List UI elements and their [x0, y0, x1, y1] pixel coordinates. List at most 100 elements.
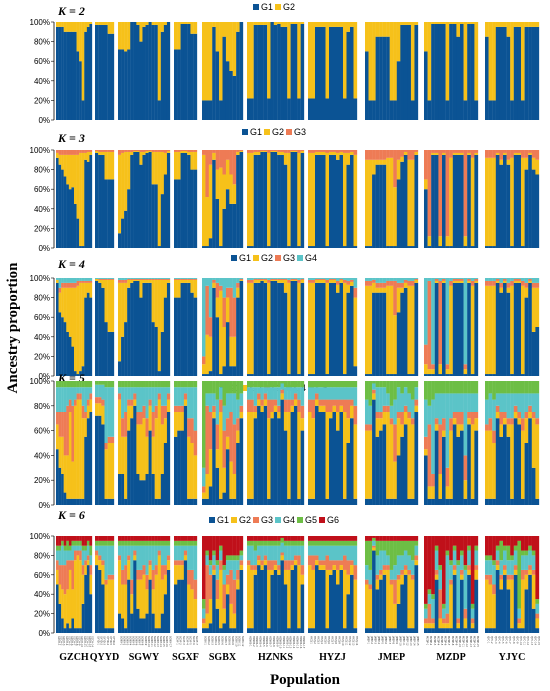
bar-segment-g1 [290, 569, 295, 633]
bar-segment-g2 [382, 22, 387, 37]
bar-segment-g1 [61, 26, 64, 120]
bar-segment-g1 [365, 51, 369, 120]
bar-segment-g4 [121, 387, 125, 419]
bar-segment-g2 [157, 22, 161, 101]
bar-segment-g4 [130, 387, 134, 400]
bar-segment-g2 [86, 560, 90, 566]
bar-segment-g5 [142, 381, 146, 388]
legend-label-g1: G1 [239, 253, 251, 263]
bar-segment-g2 [212, 282, 216, 288]
population-label: YJYC [499, 652, 526, 663]
bar-segment-g5 [74, 381, 77, 388]
bar-segment-g6 [56, 536, 59, 546]
bar-segment-g4 [202, 467, 206, 487]
bar-segment-g5 [56, 545, 59, 551]
bar-segment-g1 [463, 246, 468, 248]
bar-segment-g2 [247, 282, 251, 375]
bar-segment-g1 [322, 412, 326, 505]
bar-segment-g2 [290, 565, 295, 570]
bar-segment-g2 [68, 412, 72, 499]
bar-segment-g4 [260, 387, 264, 400]
bar-segment-g3 [499, 412, 504, 425]
bar-segment-g2 [225, 159, 230, 190]
sample-label: HYZJ-14 [355, 636, 358, 646]
bar-segment-g1 [222, 492, 227, 505]
bar-segment-g5 [389, 381, 394, 406]
bar-segment-g2 [225, 22, 230, 62]
bar-segment-g3 [154, 565, 158, 575]
sample-label: MZDP-11 [462, 636, 465, 647]
bar-segment-g2 [293, 150, 298, 152]
bar-segment-g3 [379, 282, 383, 288]
bar-segment-g1 [290, 280, 295, 376]
bar-segment-g1 [297, 628, 301, 633]
bar-segment-g2 [499, 287, 504, 293]
bar-segment-g1 [142, 154, 146, 248]
bar-segment-g2 [353, 154, 358, 247]
bar-segment-g3 [463, 608, 468, 619]
bar-segment-g1 [449, 498, 453, 505]
bar-segment-g2 [290, 150, 295, 152]
bar-segment-g5 [290, 381, 295, 388]
bar-segment-g1 [517, 26, 522, 120]
bar-segment-g5 [81, 545, 85, 551]
bar-segment-g2 [232, 336, 237, 367]
bar-segment-g6 [287, 536, 291, 541]
bar-segment-g1 [219, 100, 223, 120]
bar-segment-g3 [336, 280, 340, 285]
bar-segment-g5 [183, 540, 188, 546]
bar-segment-g2 [260, 150, 264, 152]
bar-segment-g2 [166, 399, 171, 412]
bar-segment-g4 [452, 550, 457, 566]
bar-segment-g4 [157, 545, 161, 551]
bar-segment-g4 [503, 550, 507, 566]
bar-segment-g1 [431, 23, 435, 120]
bar-segment-g2 [521, 430, 525, 499]
bar-segment-g5 [180, 540, 185, 546]
bar-segment-g3 [463, 364, 468, 370]
bar-segment-g2 [270, 569, 274, 575]
bar-segment-g3 [79, 150, 82, 153]
bar-segment-g1 [389, 374, 394, 376]
bar-segment-g5 [424, 603, 428, 609]
bar-segment-g3 [499, 282, 504, 288]
bar-segment-g6 [438, 536, 443, 566]
bar-segment-g3 [270, 560, 274, 570]
y-tick-label: 0% [38, 629, 50, 638]
bar-segment-g3 [506, 574, 511, 580]
bar-segment-g2 [215, 169, 220, 199]
bar-segment-g4 [219, 387, 223, 400]
bar-segment-g5 [193, 381, 198, 388]
bar-segment-g4 [372, 540, 376, 546]
bar-segment-g3 [407, 569, 412, 575]
bar-segment-g4 [219, 550, 223, 561]
bar-segment-g2 [163, 418, 168, 443]
bar-segment-g4 [71, 278, 75, 283]
y-tick-label: 0% [38, 116, 50, 125]
bar-segment-g1 [427, 498, 432, 505]
bar-segment-g5 [427, 381, 432, 406]
sample-label: SGWY-14 [159, 636, 162, 647]
bar-segment-g4 [84, 550, 88, 561]
bar-segment-g2 [58, 436, 62, 468]
bar-segment-g3 [239, 560, 244, 566]
bar-segment-g2 [174, 279, 178, 298]
sample-label: HYZJ-12 [348, 636, 351, 646]
bar-segment-g3 [187, 418, 191, 437]
bar-segment-g1 [521, 498, 525, 505]
sample-label: SGBX-9 [231, 636, 234, 645]
bar-segment-g4 [506, 393, 511, 419]
bar-segment-g1 [283, 292, 288, 376]
bar-segment-g2 [95, 278, 99, 281]
bar-segment-g4 [166, 545, 171, 556]
bar-segment-g2 [346, 284, 351, 293]
bar-segment-g1 [463, 628, 468, 633]
bar-segment-g4 [434, 278, 439, 279]
bar-segment-g1 [495, 154, 500, 248]
bar-segment-g3 [121, 418, 125, 437]
bar-segment-g4 [325, 387, 330, 400]
bar-segment-g3 [427, 150, 432, 237]
bar-segment-g1 [177, 49, 181, 120]
bar-segment-g3 [336, 399, 340, 412]
bar-segment-g6 [232, 536, 237, 556]
